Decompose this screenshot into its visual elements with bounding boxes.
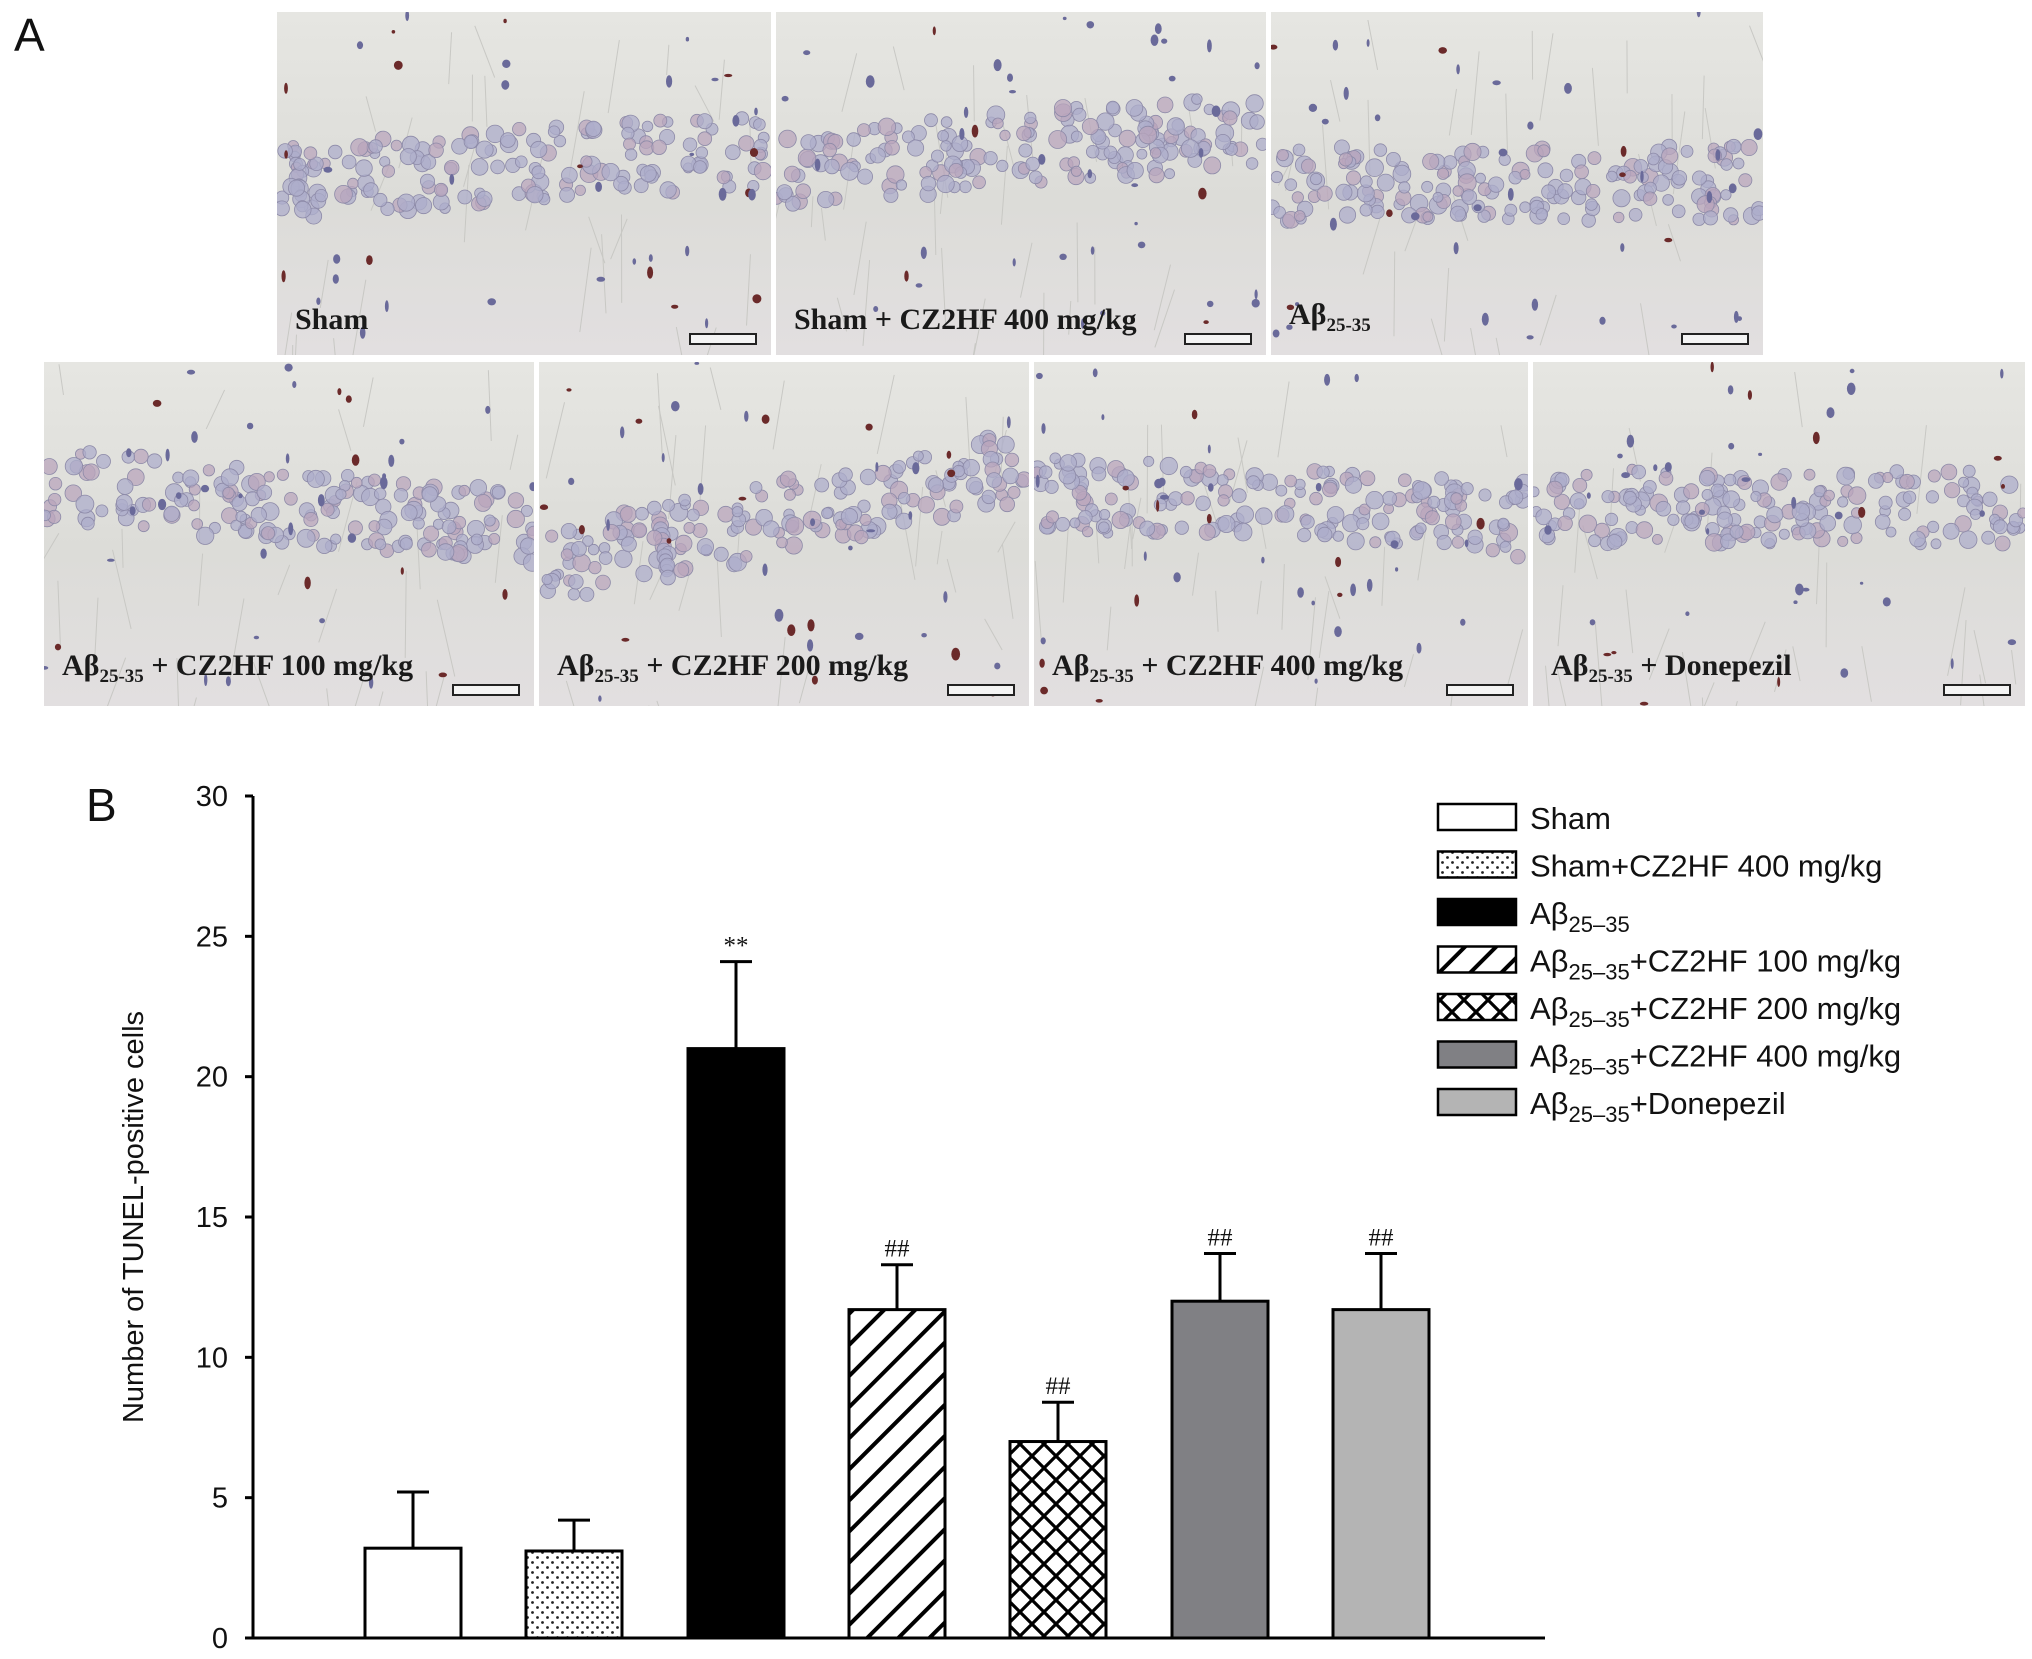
tissue-texture [277, 12, 771, 355]
tissue-texture [1533, 362, 2025, 706]
tissue-texture [539, 362, 1029, 706]
scale-bar [1446, 684, 1514, 696]
micrograph-caption: Aβ25-35 [1289, 298, 1371, 336]
legend-label: Aβ25–35+Donepezil [1530, 1086, 1786, 1127]
bar [363, 1546, 463, 1640]
legend-swatch [1436, 897, 1518, 927]
legend-label: Aβ25–35 [1530, 896, 1630, 937]
legend-swatch [1436, 945, 1518, 974]
legend-label: Sham [1530, 801, 1611, 836]
legend-swatch [1436, 992, 1518, 1022]
bar [1008, 1440, 1108, 1640]
scale-bar [452, 684, 520, 696]
bar [847, 1308, 947, 1640]
y-tick-label: 20 [196, 1062, 228, 1094]
legend-swatch [1436, 850, 1518, 879]
scale-bar [1681, 333, 1749, 345]
y-tick-label: 25 [196, 921, 228, 953]
y-tick-label: 10 [196, 1342, 228, 1374]
significance-marker: ** [724, 933, 749, 960]
legend-label: Aβ25–35+CZ2HF 200 mg/kg [1530, 991, 1901, 1032]
panel-b-letter: B [86, 779, 117, 831]
scale-bar [689, 333, 757, 345]
legend-label: Aβ25–35+CZ2HF 100 mg/kg [1530, 944, 1901, 985]
micrograph-1: Sham [277, 12, 771, 355]
bar [686, 1047, 786, 1640]
micrograph-caption: Sham [295, 303, 369, 336]
significance-marker: ## [1369, 1224, 1395, 1251]
scale-bar [1184, 333, 1252, 345]
micrograph-caption: Aβ25-35 + CZ2HF 100 mg/kg [62, 649, 414, 687]
y-tick-label: 15 [196, 1202, 228, 1234]
tissue-texture [1271, 12, 1763, 355]
scale-bar [947, 684, 1015, 696]
significance-marker: ## [1208, 1224, 1234, 1251]
legend-label: Aβ25–35+CZ2HF 400 mg/kg [1530, 1039, 1901, 1080]
bar [1170, 1299, 1270, 1640]
micrograph-6: Aβ25-35 + CZ2HF 400 mg/kg [1034, 362, 1528, 706]
legend-label: Sham+CZ2HF 400 mg/kg [1530, 849, 1882, 884]
micrograph-7: Aβ25-35 + Donepezil [1533, 362, 2025, 706]
micrograph-caption: Aβ25-35 + CZ2HF 400 mg/kg [1052, 649, 1404, 687]
micrograph-caption: Sham + CZ2HF 400 mg/kg [794, 303, 1137, 336]
tissue-texture [1034, 368, 1528, 706]
y-tick-label: 5 [212, 1483, 228, 1515]
micrograph-4: Aβ25-35 + CZ2HF 100 mg/kg [44, 362, 534, 706]
micrograph-5: Aβ25-35 + CZ2HF 200 mg/kg [539, 362, 1029, 706]
micrograph-2: Sham + CZ2HF 400 mg/kg [776, 12, 1266, 355]
micrograph-3: Aβ25-35 [1271, 12, 1763, 355]
legend-swatch [1436, 1040, 1518, 1069]
legend-swatch [1436, 1087, 1518, 1117]
y-axis-label: Number of TUNEL-positive cells [118, 1011, 150, 1423]
tissue-texture [776, 16, 1266, 355]
tissue-texture [44, 363, 534, 706]
micrograph-caption: Aβ25-35 + CZ2HF 200 mg/kg [557, 649, 909, 687]
significance-marker: ## [885, 1236, 911, 1263]
panel-a-letter: A [14, 9, 45, 61]
bar-chart: 0 5 10 15 20 25 30 Number of TUNEL-positive cel… [118, 781, 1901, 1655]
scale-bar [1943, 684, 2011, 696]
legend-swatch [1436, 802, 1518, 832]
micrograph-caption: Aβ25-35 + Donepezil [1551, 649, 1792, 687]
bar [1331, 1308, 1431, 1640]
bar [524, 1549, 624, 1640]
y-tick-label: 0 [212, 1623, 228, 1655]
y-tick-label: 30 [196, 781, 228, 813]
significance-marker: ## [1046, 1373, 1072, 1400]
